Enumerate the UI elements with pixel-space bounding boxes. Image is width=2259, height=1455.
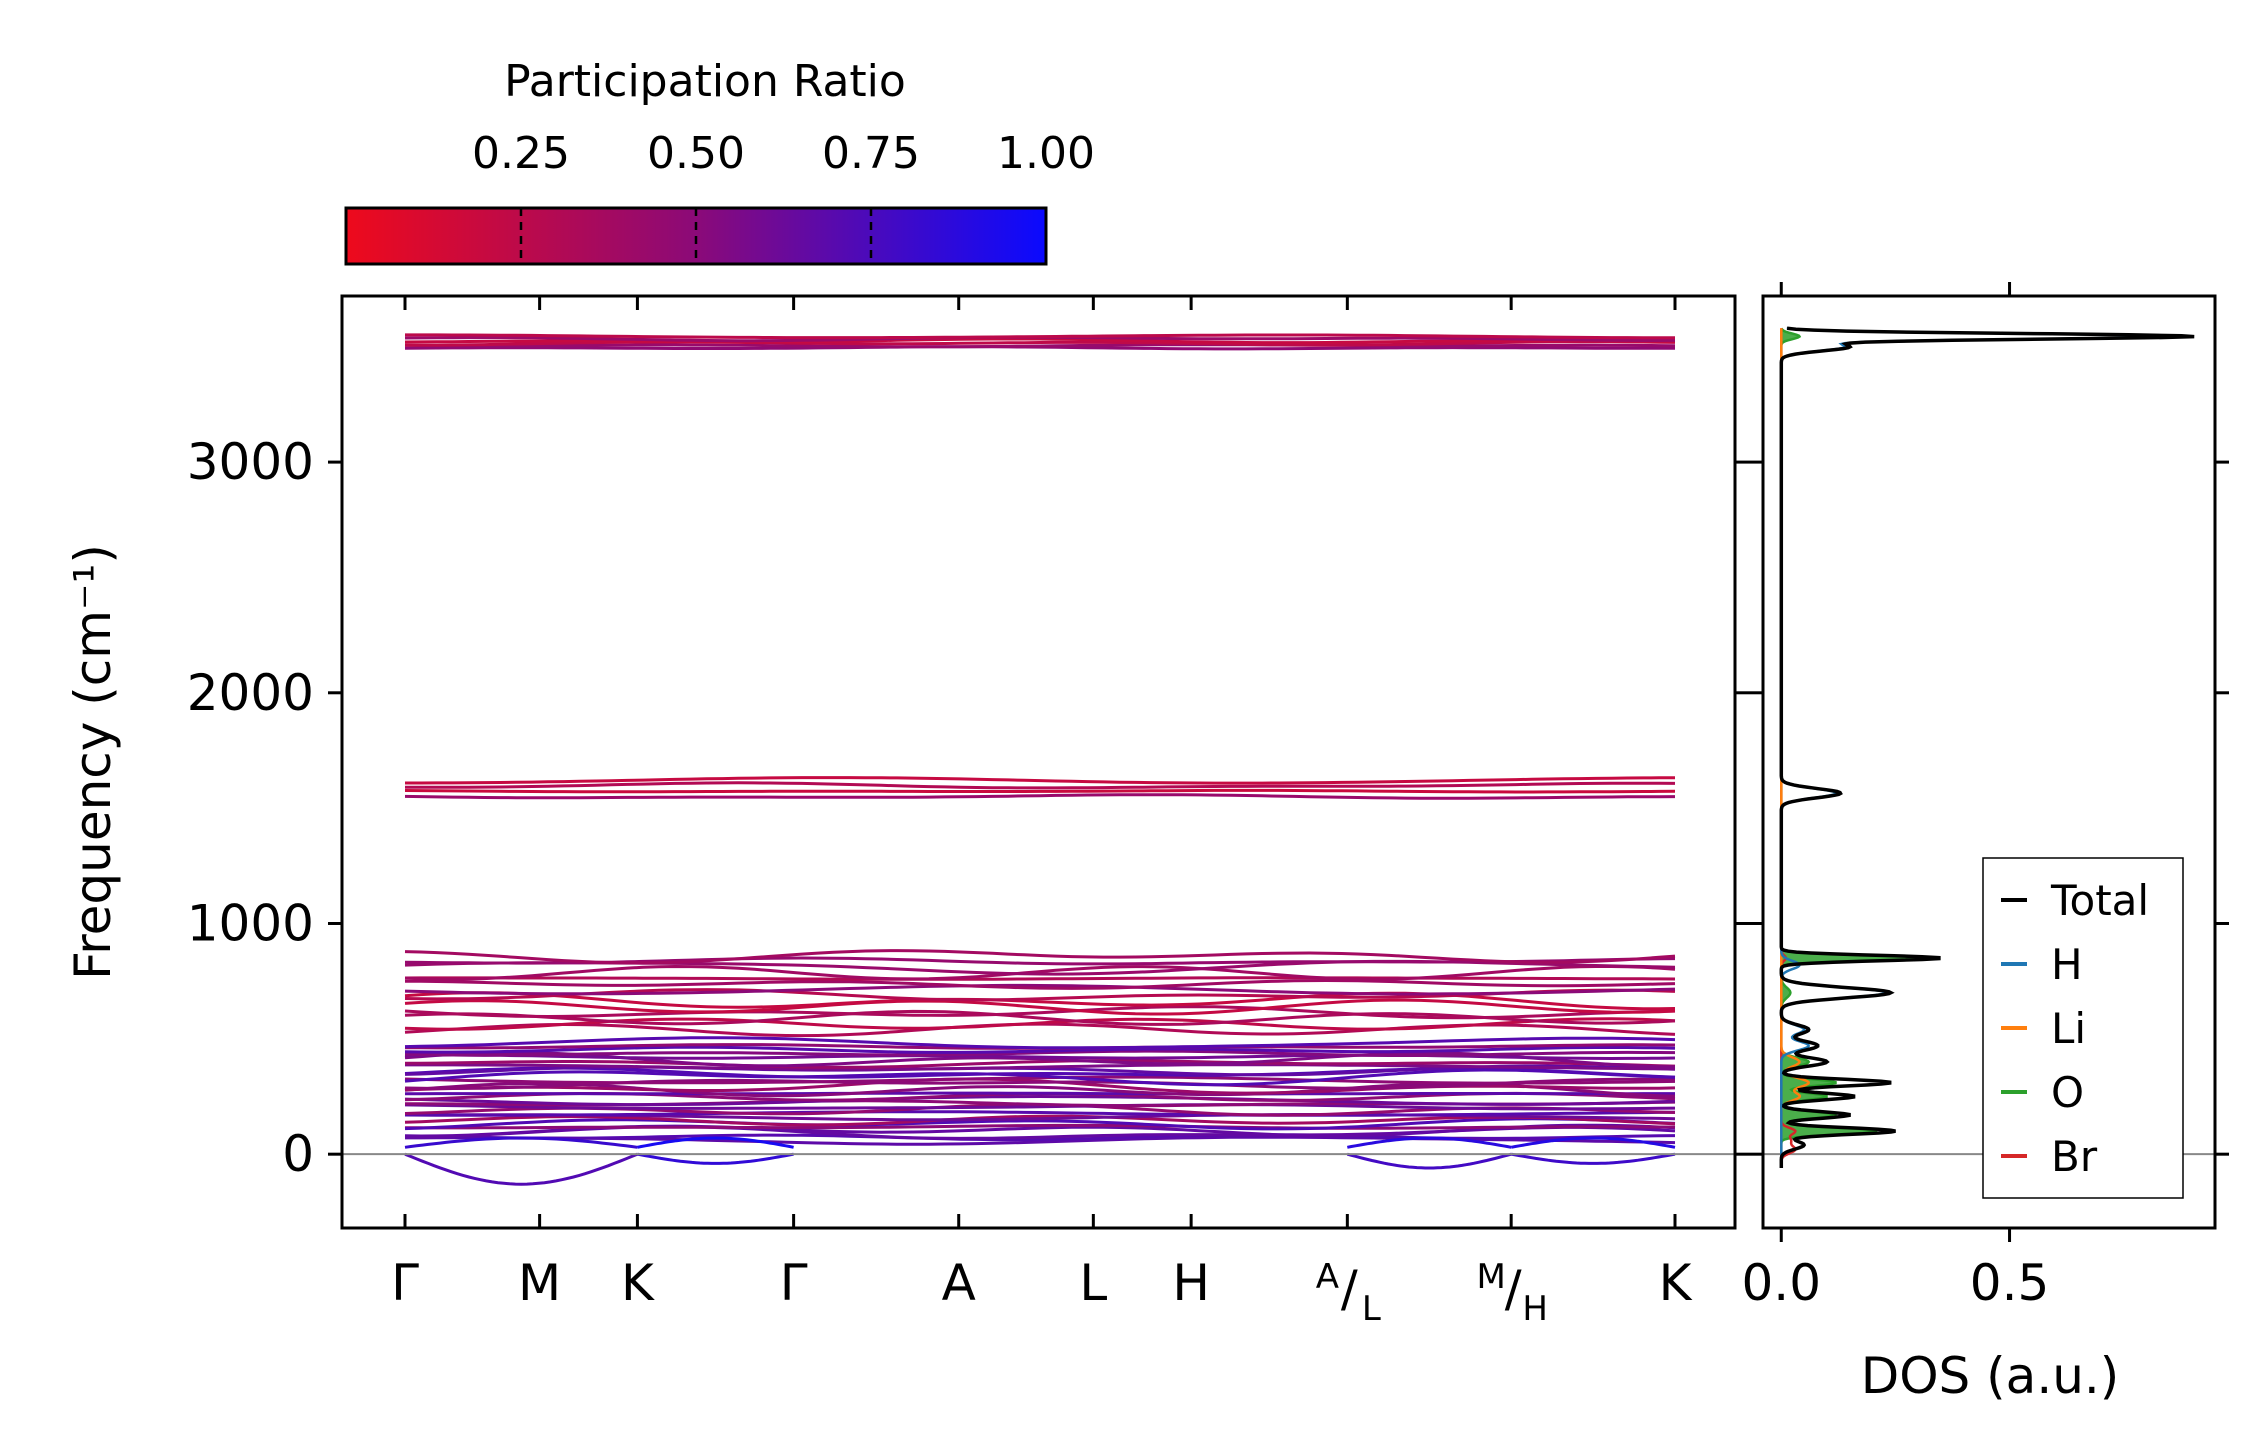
kpoint-label: K [621, 1254, 655, 1312]
band-line [404, 1075, 1676, 1085]
band-line [405, 1063, 1676, 1071]
band-line [405, 776, 1676, 785]
band-line [405, 978, 1676, 990]
band-line [404, 343, 1676, 349]
dos-lines [1779, 326, 2195, 1168]
legend-label: Br [2051, 1132, 2098, 1181]
band-line [404, 781, 1676, 790]
band-line [404, 1110, 1676, 1117]
dos-panel: 0.0 0.5 DOS (a.u.) Total H Li O Br [1741, 282, 2217, 1405]
kpoint-label: A [942, 1254, 976, 1312]
band-line [404, 1103, 1676, 1111]
kpoint-label: Γ [780, 1254, 808, 1312]
dos-curve-Br [1780, 328, 1797, 1168]
band-lines [404, 333, 1676, 1186]
kpoint-label: M [518, 1254, 561, 1312]
kpoint-label-slash: / [1341, 1260, 1358, 1318]
x-axis-label-dos: DOS (a.u.) [1861, 1347, 2120, 1405]
acoustic-band [404, 1152, 638, 1186]
band-line [404, 1022, 1676, 1038]
band-line [404, 1068, 1676, 1087]
dos-fill-O [1781, 328, 1930, 1168]
band-line [404, 1059, 1676, 1069]
band-frame [340, 294, 1737, 1230]
dos-frame [1761, 294, 2217, 1230]
band-line [404, 998, 1676, 1016]
kpoint-label-lower: H [1522, 1289, 1548, 1329]
y-axis-ticks: 0 1000 2000 3000 [187, 433, 2229, 1183]
y-tick-label: 3000 [187, 433, 314, 491]
acoustic-band [637, 1136, 794, 1149]
band-line [404, 793, 1676, 800]
band-line [404, 949, 1676, 965]
band-line [405, 333, 1675, 340]
acoustic-band [1510, 1136, 1676, 1149]
kpoint-label: Γ [391, 1254, 419, 1312]
dos-curve-Total [1779, 326, 2195, 1168]
kpoint-label: H [1172, 1254, 1210, 1312]
kpoint-ticks: Γ M K Γ A L H A / LM/H K [391, 296, 1693, 1329]
colorbar-tick-label: 1.00 [997, 128, 1095, 179]
dos-x-tick-label: 0.5 [1970, 1254, 2050, 1312]
band-line [404, 1045, 1676, 1054]
kpoint-label-slash: / [1505, 1260, 1522, 1318]
band-line [404, 788, 1676, 794]
colorbar-ticks: 0.25 0.50 0.75 1.00 [472, 128, 1095, 264]
acoustic-band [1346, 1152, 1512, 1170]
dos-ticks: 0.0 0.5 [1741, 282, 2049, 1312]
legend-label: O [2051, 1068, 2084, 1117]
y-tick-label: 2000 [187, 664, 314, 722]
dos-x-tick-label: 0.0 [1741, 1254, 1821, 1312]
band-line [404, 1117, 1676, 1131]
colorbar-tick-label: 0.25 [472, 128, 570, 179]
band-line [404, 1133, 1676, 1142]
acoustic-band [1510, 1152, 1676, 1165]
band-line [404, 976, 1676, 981]
band-line [404, 1049, 1676, 1057]
legend-label: Total [2050, 876, 2149, 925]
band-line [404, 1094, 1676, 1107]
acoustic-band [404, 1136, 638, 1149]
acoustic-band [637, 1152, 794, 1165]
legend-label: H [2051, 940, 2083, 989]
dos-legend: Total H Li O Br [1982, 857, 2184, 1199]
y-axis-label: Frequency (cm⁻¹) [64, 544, 122, 980]
kpoint-label-upper: M [1476, 1257, 1505, 1297]
colorbar-label: Participation Ratio [504, 56, 906, 107]
colorbar-tick-label: 0.75 [822, 128, 920, 179]
kpoint-label: K [1659, 1254, 1693, 1312]
y-tick-label: 0 [282, 1125, 314, 1183]
band-line [405, 1091, 1675, 1096]
band-line [404, 964, 1676, 981]
kpoint-label-upper: A [1316, 1257, 1339, 1297]
band-line [404, 1005, 1676, 1020]
band-line [404, 1114, 1676, 1127]
y-tick-label: 1000 [187, 894, 314, 952]
band-line [404, 1123, 1675, 1130]
band-line [404, 1036, 1676, 1050]
kpoint-label-lower: L [1362, 1289, 1381, 1329]
colorbar: Participation Ratio 0.25 0.50 0.75 1.00 [344, 56, 1095, 266]
band-line [404, 337, 1675, 345]
kpoint-label: L [1079, 1254, 1107, 1312]
legend-label: Li [2051, 1004, 2086, 1053]
acoustic-band [1347, 1136, 1512, 1149]
colorbar-tick-label: 0.50 [647, 128, 745, 179]
band-line [404, 983, 1676, 996]
